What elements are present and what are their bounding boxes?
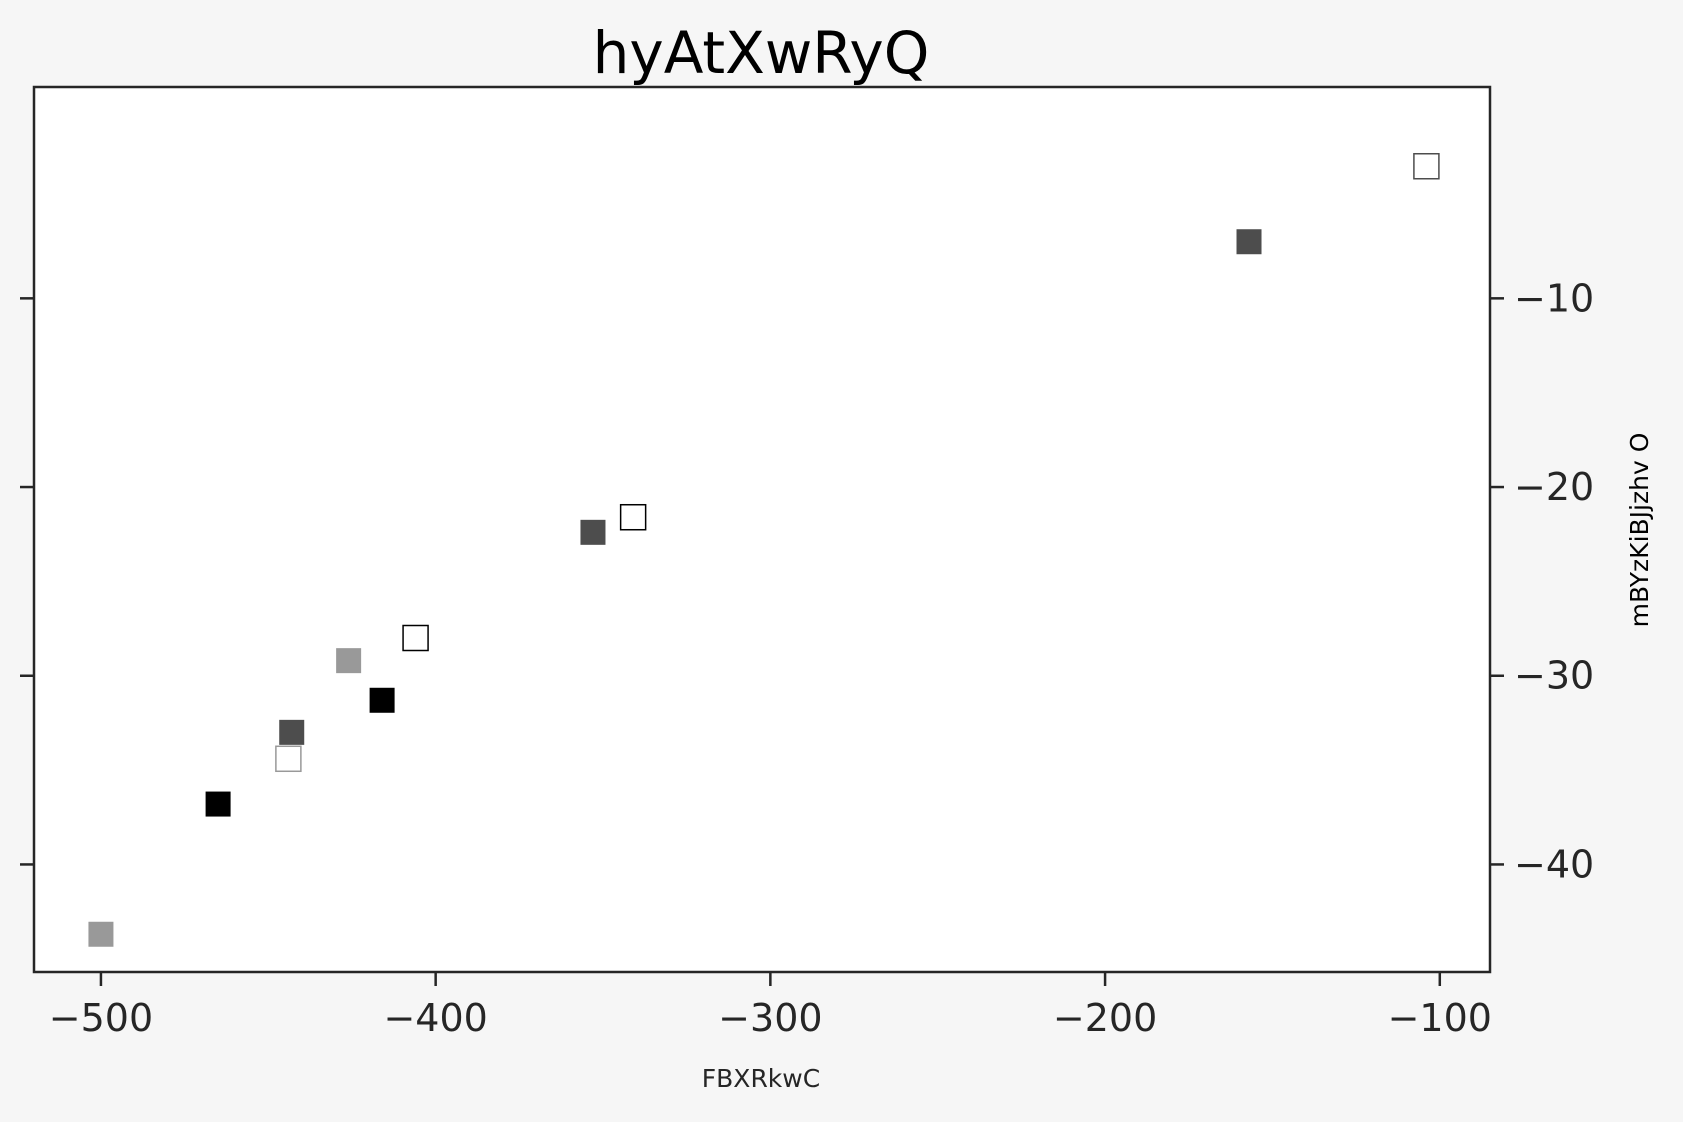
y-tick-label: −20 xyxy=(1514,465,1594,509)
data-point-8 xyxy=(580,519,606,545)
y-axis-label: mBYzKiBJjzhv O xyxy=(1625,433,1654,628)
data-point-5 xyxy=(336,648,362,674)
x-axis-label: FBXRkwC xyxy=(702,1064,820,1093)
y-tick-label: −10 xyxy=(1514,276,1594,320)
data-point-11 xyxy=(1413,153,1440,180)
x-tick-label: −400 xyxy=(383,996,487,1040)
y-tick-label: −40 xyxy=(1514,842,1594,886)
data-point-1 xyxy=(88,921,114,947)
data-point-9 xyxy=(619,503,647,531)
data-point-4 xyxy=(275,745,302,773)
plot-area xyxy=(34,87,1490,972)
plot-frame xyxy=(32,85,1492,974)
data-point-10 xyxy=(1236,229,1262,255)
chart-title: hyAtXwRyQ xyxy=(593,19,930,87)
x-tick-label: −300 xyxy=(718,996,822,1040)
data-point-2 xyxy=(205,791,231,817)
ticks-layer: −500 −400 −300 −200 −100 −10 −20 −30 −40 xyxy=(20,276,1594,1040)
x-tick-label: −100 xyxy=(1388,996,1492,1040)
points-layer xyxy=(88,153,1440,947)
y-tick-label: −30 xyxy=(1514,654,1594,698)
x-tick-label: −200 xyxy=(1053,996,1157,1040)
x-tick-label: −500 xyxy=(49,996,153,1040)
data-point-6 xyxy=(369,687,395,713)
data-point-3 xyxy=(279,719,305,745)
data-point-7 xyxy=(402,624,429,652)
